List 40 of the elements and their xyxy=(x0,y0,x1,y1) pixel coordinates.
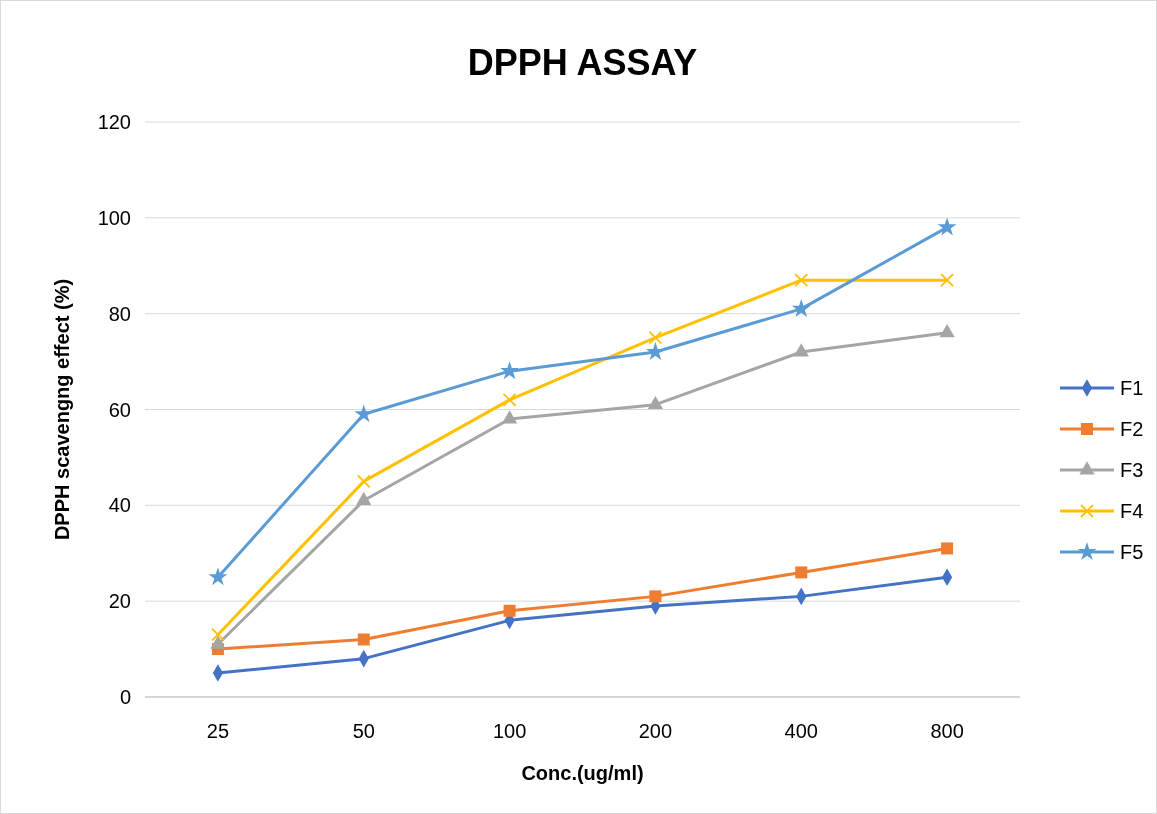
point xyxy=(503,604,516,617)
legend-label: F3 xyxy=(1120,459,1144,481)
point xyxy=(502,393,517,407)
point xyxy=(208,567,228,586)
point xyxy=(791,298,811,317)
y-tick-label: 40 xyxy=(108,494,131,517)
point xyxy=(941,542,954,555)
y-tick-label: 20 xyxy=(108,590,131,613)
x-tick-label: 50 xyxy=(352,720,375,742)
point xyxy=(795,566,808,579)
y-tick-label: 120 xyxy=(97,111,131,133)
x-tick-label: 400 xyxy=(784,720,818,742)
y-axis-title: DPPH scavengng effect (%) xyxy=(51,278,73,541)
legend-label: F4 xyxy=(1120,500,1144,522)
point xyxy=(794,273,809,288)
point xyxy=(357,633,370,646)
chart-title: DPPH ASSAY xyxy=(467,42,698,83)
point xyxy=(937,217,957,236)
x-tick-label: 100 xyxy=(492,720,527,742)
point xyxy=(648,330,663,345)
legend-label: F2 xyxy=(1120,418,1144,440)
point xyxy=(500,361,519,380)
y-tick-label: 0 xyxy=(119,686,131,708)
x-tick-label: 200 xyxy=(638,720,673,742)
legend-label: F5 xyxy=(1120,541,1144,563)
point xyxy=(356,474,371,489)
point xyxy=(939,324,955,338)
point xyxy=(647,395,664,410)
x-tick-label: 25 xyxy=(206,720,230,742)
point xyxy=(211,627,225,642)
point xyxy=(501,410,518,424)
x-tick-label: 800 xyxy=(930,720,964,742)
x-axis-title: Conc.(ug/ml) xyxy=(521,762,644,784)
y-tick-label: 60 xyxy=(108,398,131,421)
point xyxy=(793,343,809,357)
y-tick-label: 100 xyxy=(97,206,131,229)
point xyxy=(649,590,662,603)
point xyxy=(940,273,954,288)
legend-label: F1 xyxy=(1120,377,1144,399)
y-tick-label: 80 xyxy=(108,302,131,325)
